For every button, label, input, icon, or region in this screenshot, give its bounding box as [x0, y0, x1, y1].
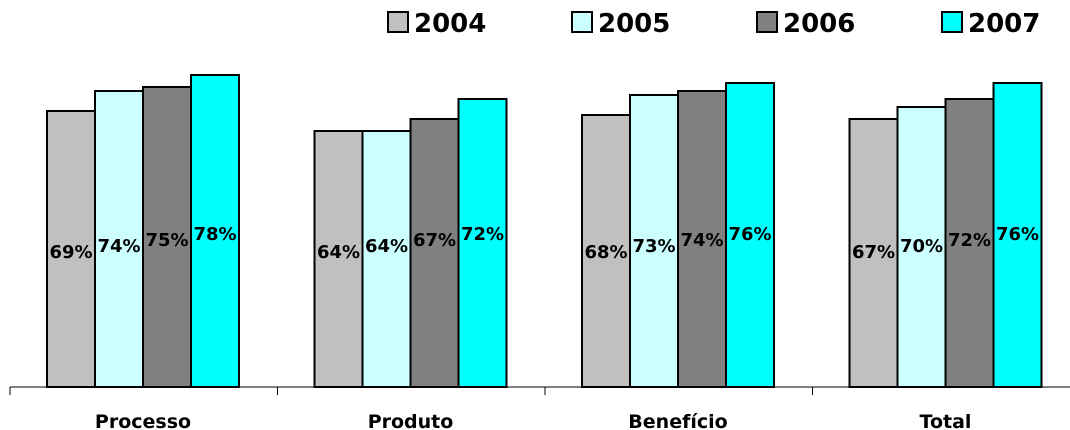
data-label: 74% [680, 230, 723, 251]
data-label: 76% [728, 224, 771, 245]
bar-2004-processo [46, 110, 96, 388]
data-label: 72% [461, 224, 504, 245]
legend-swatch-2005 [571, 11, 593, 33]
x-axis [9, 386, 1070, 395]
bar-2007-benefício [725, 82, 775, 388]
category-labels: Processo Produto Benefício Total [95, 411, 972, 430]
data-label: 74% [97, 236, 140, 257]
bar-2005-total [896, 106, 947, 388]
legend-label: 2007 [968, 9, 1040, 39]
data-labels: 69% 74% 75% 78%64% 64% 67% 72%68% 73% 74% 76%67% 7… [49, 224, 1039, 263]
data-label: 73% [632, 236, 675, 257]
data-label: 64% [317, 242, 360, 263]
data-label: 70% [900, 236, 943, 257]
legend-swatch-2004 [387, 11, 409, 33]
data-label: 67% [852, 242, 895, 263]
data-label: 67% [413, 230, 456, 251]
legend-swatch-2007 [941, 11, 963, 33]
data-label: 69% [49, 242, 92, 263]
data-label: 75% [145, 230, 188, 251]
legend: 2004 2005 2006 2007 [387, 9, 1040, 39]
data-label: 78% [193, 224, 236, 245]
bar-2005-produto [361, 130, 412, 388]
bar-2006-produto [409, 118, 460, 388]
bars [46, 74, 1043, 388]
bar-2005-processo [94, 90, 144, 388]
bar-2007-processo [190, 74, 240, 388]
bar-2007-produto [457, 98, 508, 388]
legend-label: 2004 [414, 9, 486, 39]
category-label: Total [920, 411, 972, 430]
data-label: 68% [584, 242, 627, 263]
legend-label: 2006 [783, 9, 855, 39]
data-label: 64% [365, 236, 408, 257]
bar-2007-total [992, 82, 1043, 388]
legend-label: 2005 [598, 9, 670, 39]
category-label: Processo [95, 411, 191, 430]
legend-swatch-2006 [756, 11, 778, 33]
data-label: 72% [948, 230, 991, 251]
category-label: Produto [368, 411, 454, 430]
bar-2005-benefício [629, 94, 679, 388]
data-label: 76% [996, 224, 1039, 245]
category-label: Benefício [628, 411, 727, 430]
